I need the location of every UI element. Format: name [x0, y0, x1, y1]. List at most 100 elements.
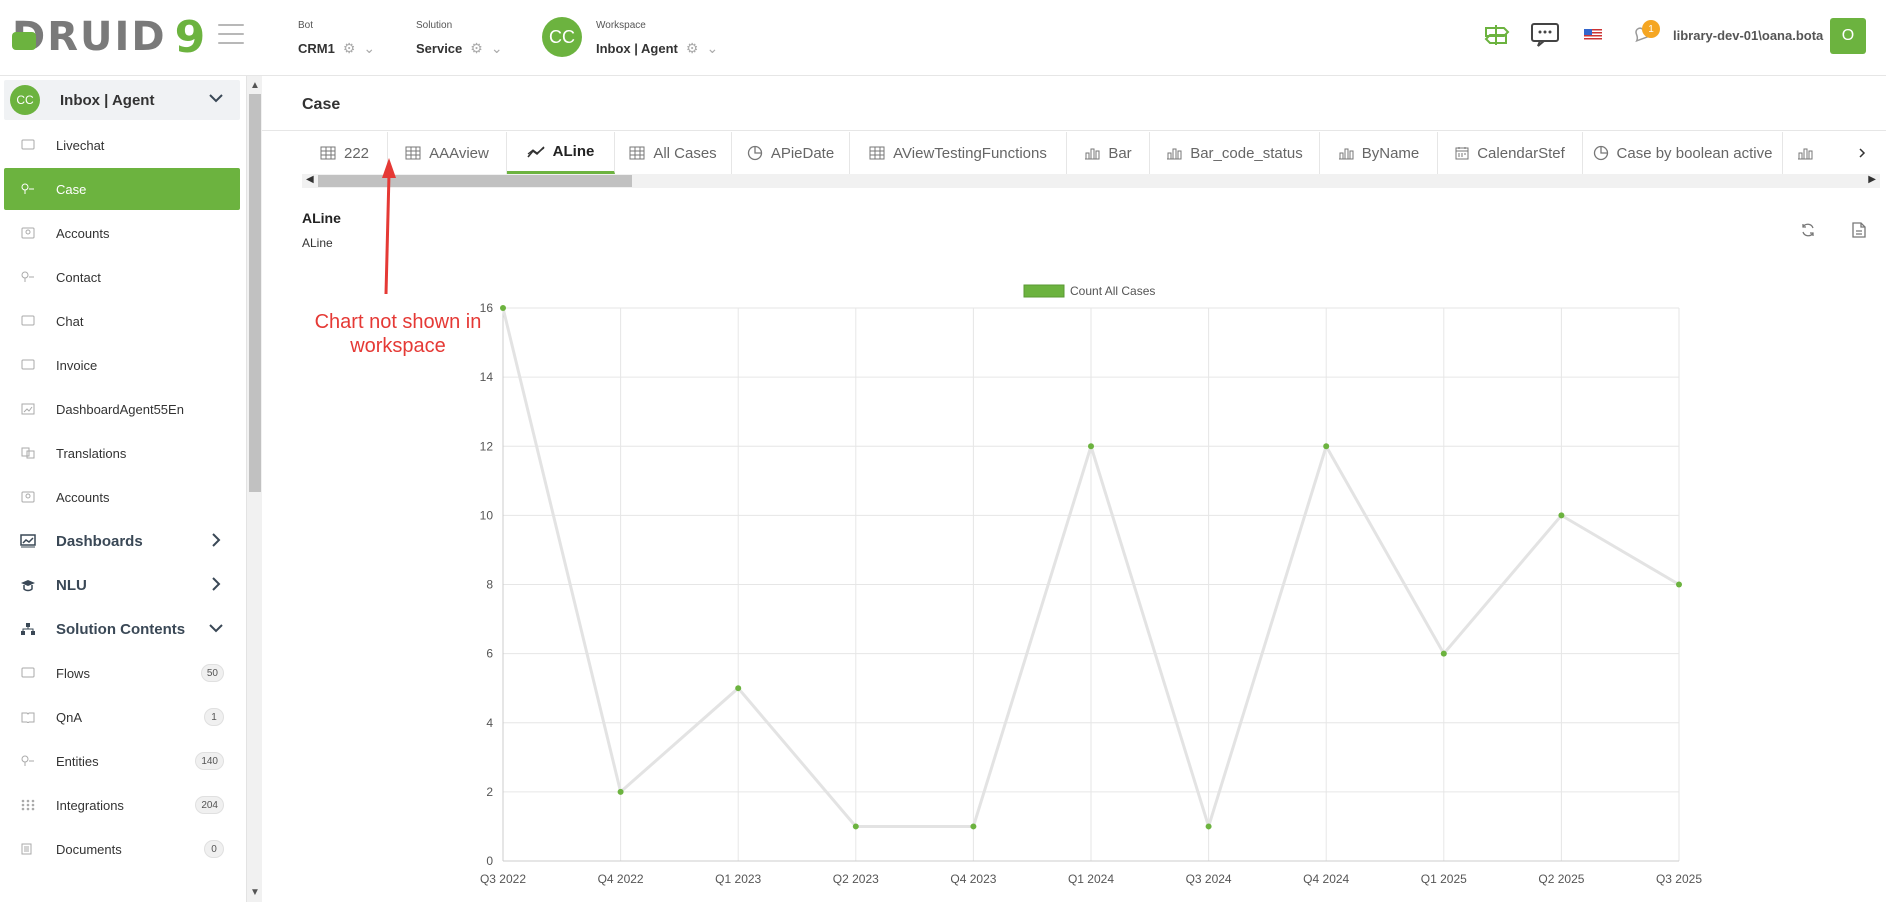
sidebar-item-entities[interactable]: Entities 140 [4, 740, 240, 782]
tab-222[interactable]: 222 [302, 132, 388, 174]
solution-label: Solution [416, 20, 453, 31]
scroll-down-icon[interactable]: ▼ [250, 887, 260, 898]
sidebar-scroll-thumb[interactable] [249, 94, 261, 492]
sidebar-item-qna[interactable]: QnA 1 [4, 696, 240, 738]
tab-label: Bar [1108, 144, 1132, 162]
refresh-icon[interactable] [1800, 222, 1816, 243]
tab-byname[interactable]: ByName [1320, 132, 1438, 174]
count-badge: 50 [200, 664, 224, 682]
us-flag-icon[interactable] [1578, 22, 1608, 48]
y-tick-label: 8 [486, 578, 493, 592]
user-avatar[interactable]: O [1830, 18, 1866, 54]
sidebar-item-label: Case [56, 181, 87, 197]
tab-aline[interactable]: ALine [507, 132, 615, 174]
y-tick-label: 6 [486, 647, 493, 661]
sidebar-item-translations[interactable]: Translations [4, 432, 240, 474]
chevron-down-icon[interactable]: ⌄ [363, 40, 376, 56]
tabs-scrollbar[interactable]: ◀ ▶ [302, 174, 1880, 188]
gear-icon[interactable]: ⚙ [685, 40, 699, 56]
count-badge: 204 [195, 796, 224, 814]
table-icon [320, 146, 336, 160]
sidebar-item-label: DashboardAgent55En [56, 401, 184, 417]
gear-icon[interactable]: ⚙ [470, 40, 483, 56]
sidebar-item-flows[interactable]: Flows 50 [4, 652, 240, 694]
bar-chart-icon [1338, 146, 1354, 160]
calendar-icon [1455, 146, 1469, 160]
sidebar-item-chat[interactable]: Chat [4, 300, 240, 342]
bot-label: Bot [298, 20, 314, 31]
tab-aviewtestingfunctions[interactable]: AViewTestingFunctions [850, 132, 1067, 174]
bot-selector[interactable]: Bot CRM1 ⚙ ⌄ [298, 20, 390, 56]
chevron-right-icon[interactable] [208, 532, 224, 548]
chevron-down-icon[interactable]: ⌄ [706, 40, 719, 56]
scroll-up-icon[interactable]: ▲ [250, 80, 260, 91]
chat-bubble-icon[interactable] [1530, 22, 1560, 48]
tab-label: Bar_code_status [1190, 144, 1303, 162]
annotation-text: Chart not shown in workspace [306, 310, 490, 358]
chevron-down-icon[interactable] [208, 90, 224, 106]
chevron-right-icon[interactable] [208, 576, 224, 592]
scroll-right-icon[interactable]: ▶ [1868, 174, 1876, 185]
sidebar-workspace-header[interactable]: CC Inbox | Agent [4, 80, 240, 120]
sidebar-item-label: Documents [56, 841, 122, 857]
signpost-icon[interactable] [1482, 22, 1512, 48]
gear-icon[interactable]: ⚙ [342, 40, 356, 56]
tab-label: ByName [1361, 144, 1420, 162]
tab-bar-code-status[interactable]: Bar_code_status [1150, 132, 1320, 174]
translations-icon [20, 446, 36, 460]
sidebar-group-dashboards[interactable]: Dashboards [4, 520, 240, 562]
chevron-down-icon[interactable] [208, 620, 224, 636]
line-chart-icon [527, 145, 545, 159]
sidebar-group-nlu[interactable]: NLU [4, 564, 240, 606]
sidebar-item-integrations[interactable]: Integrations 204 [4, 784, 240, 826]
x-tick-label: Q4 2024 [1303, 872, 1349, 886]
logo-word: DRUID [12, 14, 167, 60]
page-title: Case [302, 96, 341, 113]
tab-apiedate[interactable]: APieDate [732, 132, 850, 174]
x-tick-label: Q3 2024 [1186, 872, 1232, 886]
tab-aaaview[interactable]: AAAview [388, 132, 507, 174]
table-icon [405, 146, 421, 160]
x-tick-label: Q3 2022 [480, 872, 526, 886]
sidebar-item-case[interactable]: Case [4, 168, 240, 210]
x-tick-label: Q1 2025 [1421, 872, 1467, 886]
sidebar-item-livechat[interactable]: Livechat [4, 124, 240, 166]
sidebar-item-contact[interactable]: Contact [4, 256, 240, 298]
menu-toggle-icon[interactable] [218, 24, 244, 46]
tab-bar[interactable]: Bar [1067, 132, 1150, 174]
tab-strip: 222 AAAview ALine All Cases APieDate AViewTes… [302, 132, 1834, 174]
solution-selector[interactable]: Solution Service ⚙ ⌄ [416, 20, 526, 56]
tab-all-cases[interactable]: All Cases [615, 132, 732, 174]
sidebar-item-label: Flows [56, 665, 90, 681]
dashboards-icon [20, 534, 36, 548]
sidebar-scrollbar[interactable]: ▲ ▼ [246, 76, 262, 902]
sidebar-item-documents[interactable]: Documents 0 [4, 828, 240, 870]
sidebar-group-label: Dashboards [56, 532, 143, 550]
sidebar-item-invoice[interactable]: Invoice [4, 344, 240, 386]
sidebar-item-accounts-2[interactable]: Accounts [4, 476, 240, 518]
sidebar: CC Inbox | Agent Livechat Case Accounts … [0, 76, 246, 902]
tab-calendarstef[interactable]: CalendarStef [1438, 132, 1583, 174]
workspace-label: Workspace [596, 20, 646, 31]
tabs-scroll-thumb[interactable] [318, 175, 632, 187]
export-document-icon[interactable] [1852, 222, 1866, 243]
tab-case-by-boolean-active[interactable]: Case by boolean active [1583, 132, 1783, 174]
y-tick-label: 10 [480, 508, 494, 522]
user-name[interactable]: library-dev-01\oana.bota [1673, 28, 1824, 43]
scroll-left-icon[interactable]: ◀ [306, 174, 314, 185]
sidebar-item-accounts[interactable]: Accounts [4, 212, 240, 254]
chevron-down-icon[interactable]: ⌄ [490, 40, 503, 56]
workspace-avatar[interactable]: CC [542, 17, 582, 57]
tab-overflow[interactable] [1783, 132, 1834, 174]
sidebar-group-solution-contents[interactable]: Solution Contents [4, 608, 240, 650]
count-badge: 140 [195, 752, 224, 770]
pie-chart-icon [1593, 145, 1609, 161]
sidebar-item-dashboardagent55en[interactable]: DashboardAgent55En [4, 388, 240, 430]
divider [262, 130, 1886, 131]
bar-chart-icon [1166, 146, 1182, 160]
druid-logo[interactable]: DRUID 9 [12, 12, 205, 63]
documents-icon [20, 842, 36, 856]
workspace-selector[interactable]: Workspace Inbox | Agent ⚙ ⌄ [596, 20, 730, 56]
chevron-right-icon[interactable] [1850, 140, 1874, 166]
